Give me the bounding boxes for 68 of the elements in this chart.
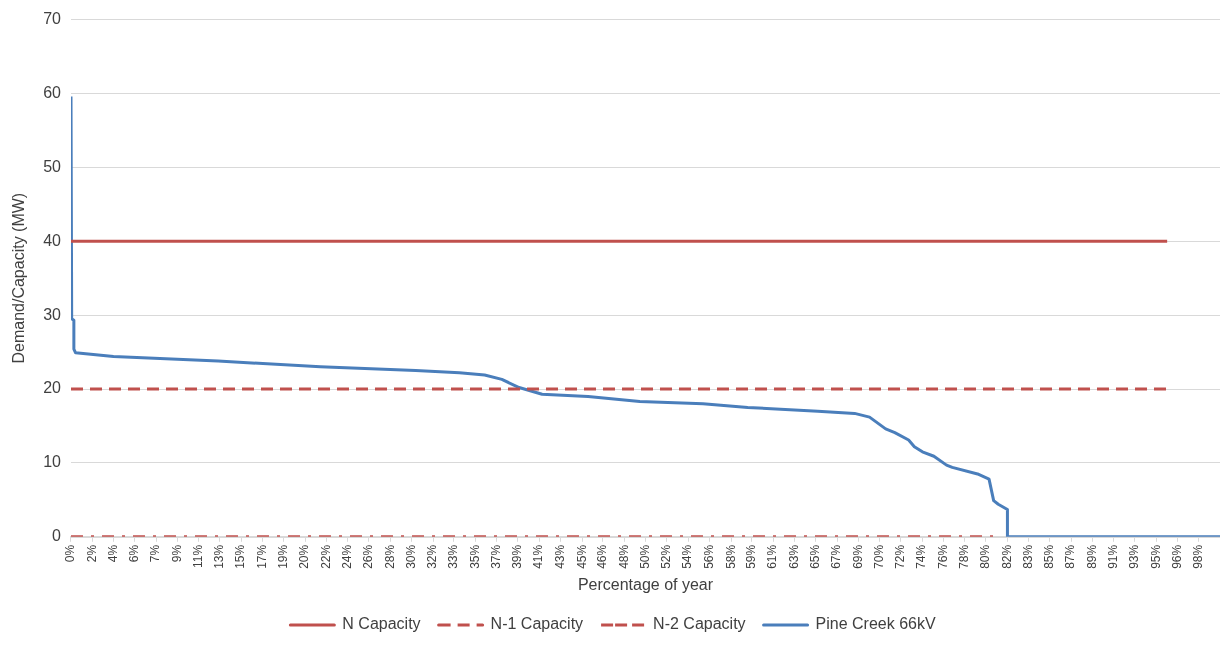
x-tick-label: 32%: [425, 544, 440, 569]
y-tick-label: 60: [43, 83, 62, 101]
x-tick-label: 56%: [701, 544, 716, 569]
x-tick-label: 95%: [1149, 544, 1164, 569]
x-tick-label: 2%: [84, 544, 99, 563]
x-tick-label: 35%: [467, 544, 482, 569]
x-tick-label: 22%: [318, 544, 333, 569]
y-tick-label: 50: [43, 157, 62, 175]
x-axis-title: Percentage of year: [577, 575, 714, 593]
x-tick-label: 91%: [1105, 544, 1120, 569]
x-tick-label: 0%: [63, 544, 78, 563]
y-tick-label: 20: [43, 379, 62, 397]
x-tick-label: 98%: [1191, 544, 1206, 569]
x-tick-label: 67%: [829, 544, 844, 569]
x-tick-label: 59%: [744, 544, 759, 569]
y-tick-label: 40: [43, 231, 62, 249]
x-tick-label: 54%: [680, 544, 695, 569]
x-tick-label: 45%: [574, 544, 589, 569]
x-tick-label: 69%: [850, 544, 865, 569]
x-tick-label: 82%: [999, 544, 1014, 569]
x-tick-label: 24%: [339, 544, 354, 569]
x-tick-label: 6%: [127, 544, 142, 563]
x-tick-label: 17%: [254, 544, 269, 569]
x-tick-label: 37%: [488, 544, 503, 569]
x-tick-label: 58%: [724, 544, 739, 569]
x-tick-label: 7%: [148, 544, 163, 563]
x-tick-label: 19%: [276, 544, 291, 569]
y-tick-label: 70: [43, 10, 62, 28]
legend-label: Pine Creek 66kV: [815, 615, 936, 633]
x-tick-label: 48%: [616, 544, 631, 569]
x-tick-label: 85%: [1042, 544, 1057, 569]
legend-label: N-2 Capacity: [653, 615, 746, 633]
x-tick-label: 72%: [893, 544, 908, 569]
x-tick-label: 89%: [1084, 544, 1099, 569]
x-tick-label: 83%: [1020, 544, 1035, 569]
x-tick-label: 26%: [361, 544, 376, 569]
x-tick-label: 63%: [786, 544, 801, 569]
x-tick-label: 70%: [871, 544, 886, 569]
y-axis-title: Demand/Capacity (MW): [10, 192, 28, 364]
x-tick-label: 96%: [1169, 544, 1184, 569]
x-tick-label: 87%: [1063, 544, 1078, 569]
x-tick-label: 30%: [403, 544, 418, 569]
x-tick-label: 78%: [957, 544, 971, 569]
x-tick-label: 11%: [190, 544, 205, 568]
y-tick-label: 0: [52, 527, 62, 545]
x-tick-label: 50%: [637, 544, 652, 569]
x-tick-label: 52%: [659, 544, 674, 569]
x-tick-label: 74%: [914, 544, 929, 569]
x-tick-label: 4%: [105, 544, 120, 563]
legend-label: N-1 Capacity: [490, 615, 584, 633]
x-tick-label: 9%: [169, 544, 184, 563]
x-tick-label: 33%: [446, 544, 461, 569]
x-tick-label: 28%: [382, 544, 397, 569]
x-tick-label: 43%: [552, 544, 567, 569]
x-tick-label: 46%: [595, 544, 610, 569]
x-tick-label: 39%: [510, 544, 525, 569]
x-tick-label: 65%: [807, 544, 822, 569]
x-tick-label: 93%: [1127, 544, 1142, 569]
y-tick-label: 30: [43, 305, 62, 323]
x-tick-label: 20%: [297, 544, 312, 569]
x-tick-label: 41%: [531, 544, 546, 569]
y-tick-label: 10: [43, 453, 62, 471]
x-tick-label: 61%: [765, 544, 780, 569]
x-tick-label: 15%: [233, 544, 248, 569]
x-tick-label: 80%: [978, 544, 993, 569]
legend-label: N Capacity: [342, 615, 421, 633]
x-tick-label: 13%: [212, 544, 227, 569]
x-tick-label: 76%: [935, 544, 950, 569]
